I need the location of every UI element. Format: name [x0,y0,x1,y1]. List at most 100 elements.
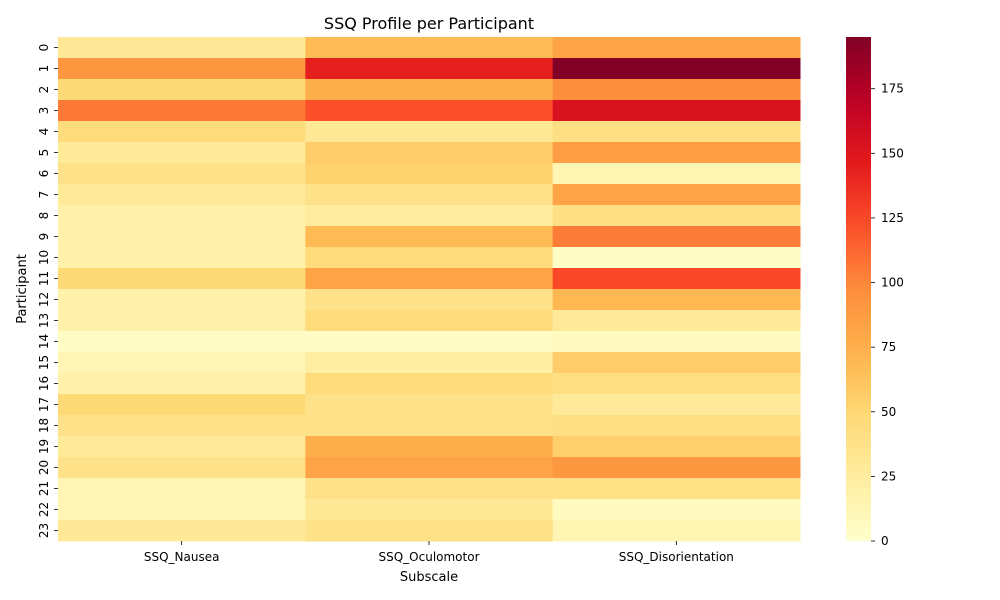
heatmap-cell [552,373,801,395]
y-tick-label: 23 [37,523,51,538]
heatmap-cell [305,226,554,248]
colorbar-tick-label: 150 [881,146,904,160]
heatmap-cell [552,310,801,332]
heatmap-cell [58,373,306,395]
colorbar-ticks: 0 25 50 75 100 125 150 175 [871,82,904,548]
heatmap-cell [58,226,306,248]
heatmap-cell [305,58,554,80]
heatmap-cell [305,436,554,458]
y-tick-label: 12 [37,292,51,307]
heatmap-cell [305,163,554,185]
colorbar-tick-label: 175 [881,82,904,96]
heatmap-cell [58,247,306,269]
heatmap-cell [58,58,306,80]
heatmap-cell [552,184,801,206]
heatmap-cell [552,457,801,479]
x-axis-ticks: SSQ_Nausea SSQ_Oculomotor SSQ_Disorientati… [144,541,734,564]
heatmap-cell [58,121,306,143]
y-tick-label: 18 [37,418,51,433]
heatmap-cells [58,37,801,542]
heatmap-cell [552,331,801,353]
heatmap-cell [552,352,801,374]
colorbar-tick-label: 25 [881,469,896,483]
heatmap-cell [58,289,306,311]
y-tick-label: 21 [37,481,51,496]
heatmap-cell [305,79,554,101]
heatmap-cell [58,184,306,206]
heatmap-cell [552,226,801,248]
heatmap-cell [305,415,554,437]
y-tick-label: 9 [37,233,51,241]
heatmap-cell [58,100,306,122]
heatmap-cell [552,394,801,416]
heatmap-cell [58,163,306,185]
heatmap-cell [58,457,306,479]
chart-title: SSQ Profile per Participant [324,14,534,33]
heatmap-cell [305,478,554,500]
heatmap-cell [305,394,554,416]
heatmap-cell [552,478,801,500]
heatmap-cell [305,520,554,542]
heatmap-cell [305,37,554,59]
y-tick-label: 17 [37,397,51,412]
y-tick-label: 14 [37,334,51,349]
y-tick-label: 3 [37,107,51,115]
heatmap-cell [58,268,306,290]
y-tick-label: 1 [37,65,51,73]
heatmap-cell [552,58,801,80]
heatmap-cell [305,184,554,206]
y-tick-label: 11 [37,271,51,286]
heatmap-cell [58,205,306,227]
heatmap-cell [305,121,554,143]
y-tick-label: 8 [37,212,51,220]
heatmap-cell [305,499,554,521]
heatmap-cell [552,37,801,59]
y-tick-label: 6 [37,170,51,178]
heatmap-cell [552,79,801,101]
heatmap-cell [305,247,554,269]
heatmap-cell [58,394,306,416]
heatmap-cell [58,478,306,500]
heatmap-cell [305,142,554,164]
heatmap-cell [552,268,801,290]
heatmap-cell [552,142,801,164]
heatmap-cell [58,352,306,374]
colorbar-tick-label: 125 [881,211,904,225]
heatmap-cell [58,415,306,437]
heatmap-cell [552,163,801,185]
heatmap-cell [58,37,306,59]
y-tick-label: 13 [37,313,51,328]
heatmap-cell [305,100,554,122]
y-axis-label: Participant [15,254,30,324]
y-tick-label: 4 [37,128,51,136]
heatmap-cell [305,310,554,332]
heatmap-cell [305,268,554,290]
y-tick-label: 10 [37,250,51,265]
heatmap-cell [58,79,306,101]
y-tick-label: 20 [37,460,51,475]
heatmap-cell [552,121,801,143]
heatmap-cell [552,415,801,437]
colorbar-tick-label: 0 [881,534,889,548]
y-tick-label: 15 [37,355,51,370]
y-tick-label: 5 [37,149,51,157]
heatmap-cell [58,499,306,521]
colorbar-tick-label: 100 [881,276,904,290]
heatmap-cell [552,436,801,458]
heatmap-cell [58,436,306,458]
heatmap-cell [305,352,554,374]
heatmap-cell [305,457,554,479]
heatmap-cell [58,142,306,164]
x-tick-label: SSQ_Disorientation [619,550,734,564]
heatmap-cell [552,247,801,269]
heatmap-cell [58,520,306,542]
colorbar [846,37,871,541]
heatmap-cell [58,310,306,332]
x-axis-label: Subscale [400,570,458,585]
y-tick-label: 22 [37,502,51,517]
heatmap-cell [552,205,801,227]
colorbar-tick-label: 50 [881,405,896,419]
heatmap-cell [305,373,554,395]
heatmap-cell [552,289,801,311]
